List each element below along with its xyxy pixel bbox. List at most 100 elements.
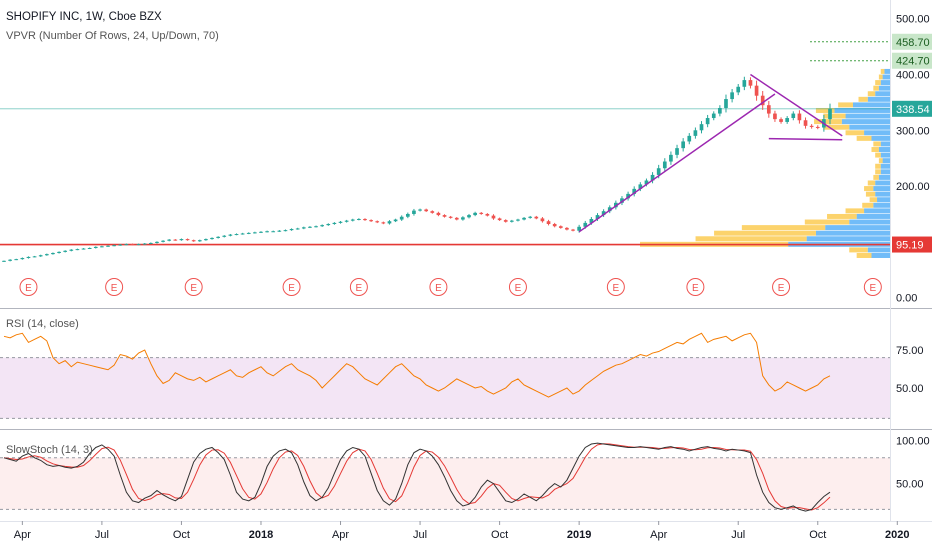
candle-body: [436, 212, 441, 216]
volume-profile-down-bar: [856, 253, 872, 258]
earnings-marker-circle: [686, 278, 705, 296]
candle-body: [173, 239, 178, 241]
candle-body: [730, 92, 734, 100]
candle-body: [20, 258, 25, 260]
candle-body: [546, 221, 551, 225]
earnings-marker[interactable]: E: [349, 278, 368, 296]
time-axis-tick-label: Jul: [731, 529, 745, 541]
earnings-marker-label: E: [111, 283, 118, 294]
rsi-line[interactable]: [3, 332, 831, 398]
candle-body: [773, 113, 777, 120]
earnings-marker[interactable]: E: [772, 278, 791, 296]
candle-body: [583, 222, 588, 227]
candle-body: [448, 216, 453, 218]
earnings-marker-label: E: [190, 283, 197, 294]
time-axis-tick-label: Jul: [413, 529, 427, 541]
stoch-axis-tick-label: 100.00: [896, 436, 930, 448]
earnings-marker-label: E: [515, 283, 522, 294]
volume-profile-down-bar: [875, 169, 881, 175]
volume-profile-up-bar: [825, 225, 890, 231]
earnings-marker-label: E: [435, 283, 442, 294]
candle-body: [687, 135, 692, 142]
earnings-marker-circle: [184, 278, 203, 296]
earnings-marker[interactable]: E: [19, 278, 38, 296]
candle-body: [754, 85, 759, 96]
volume-profile-up-bar: [875, 180, 890, 186]
time-axis-tick-label: 2019: [567, 529, 591, 541]
candle-body: [253, 232, 257, 234]
candle-body: [63, 250, 68, 252]
candle-body: [607, 207, 612, 212]
earnings-marker[interactable]: E: [105, 278, 124, 296]
volume-profile-up-bar: [856, 213, 890, 219]
candle-body: [699, 124, 704, 131]
candle-body: [656, 168, 661, 175]
stoch-indicator-legend[interactable]: SlowStoch (14, 3): [6, 444, 93, 456]
candle-body: [216, 236, 220, 238]
candle-body: [565, 227, 569, 230]
candle-body: [534, 216, 539, 219]
volume-profile-up-bar: [880, 169, 890, 175]
volume-profile-down-bar: [741, 225, 826, 231]
earnings-marker-circle: [606, 278, 625, 296]
candle-body: [149, 242, 153, 244]
candle-body: [75, 249, 80, 251]
chart-title[interactable]: SHOPIFY INC, 1W, Cboe BZX: [6, 11, 162, 23]
earnings-marker[interactable]: E: [686, 278, 705, 296]
candle-body: [491, 215, 496, 219]
earnings-marker-circle: [105, 278, 124, 296]
time-axis-tick-label: Apr: [650, 529, 667, 541]
trendline[interactable]: [768, 137, 843, 141]
candle-body: [259, 231, 263, 233]
trendline[interactable]: [578, 93, 776, 233]
price-pane[interactable]: EEEEEEEEEEEE: [0, 41, 932, 296]
earnings-marker-circle: [429, 278, 448, 296]
earnings-marker-circle: [772, 278, 791, 296]
candle-body: [497, 218, 502, 221]
earnings-marker-label: E: [288, 283, 295, 294]
trendline[interactable]: [750, 73, 843, 137]
earnings-marker[interactable]: E: [863, 278, 882, 296]
volume-profile-down-bar: [823, 113, 846, 119]
candle-body: [344, 220, 349, 222]
stoch-pane[interactable]: [0, 442, 890, 512]
candle-body: [228, 234, 233, 236]
earnings-marker[interactable]: E: [184, 278, 203, 296]
volume-profile-down-bar: [856, 135, 872, 141]
volume-profile-down-bar: [823, 124, 850, 130]
candle-body: [589, 218, 594, 223]
volume-profile-down-bar: [878, 158, 883, 164]
candle-body: [301, 227, 306, 229]
volume-profile-up-bar: [871, 135, 890, 141]
candle-body: [405, 213, 410, 217]
candle-body: [558, 226, 563, 228]
rsi-pane[interactable]: [0, 332, 890, 419]
candle-body: [522, 217, 526, 220]
rsi-axis-tick-label: 75.00: [896, 345, 924, 357]
candle-body: [363, 218, 367, 221]
candle-body: [369, 220, 373, 222]
candle-body: [766, 105, 771, 114]
rsi-indicator-legend[interactable]: RSI (14, close): [6, 318, 79, 330]
earnings-marker[interactable]: E: [429, 278, 448, 296]
volume-profile-up-bar: [841, 119, 890, 125]
candle-body: [100, 246, 104, 248]
candle-body: [503, 220, 508, 222]
volume-profile-up-bar: [867, 96, 890, 102]
earnings-marker[interactable]: E: [508, 278, 527, 296]
volume-profile-up-bar: [871, 253, 890, 258]
volume-profile-up-bar: [864, 208, 890, 214]
candle-body: [797, 113, 802, 121]
volume-profile-down-bar: [815, 107, 835, 113]
volume-profile-up-bar: [849, 219, 890, 225]
candle-body: [516, 219, 520, 221]
earnings-marker[interactable]: E: [282, 278, 301, 296]
candle-body: [222, 235, 227, 237]
price-axis-tick-label: 300.00: [896, 125, 930, 137]
volume-profile-up-bar: [815, 230, 890, 236]
stoch-k-line[interactable]: [3, 442, 831, 512]
vpvr-indicator-legend[interactable]: VPVR (Number Of Rows, 24, Up/Down, 70): [6, 30, 219, 42]
volume-profile-down-bar: [869, 197, 878, 203]
earnings-marker[interactable]: E: [606, 278, 625, 296]
